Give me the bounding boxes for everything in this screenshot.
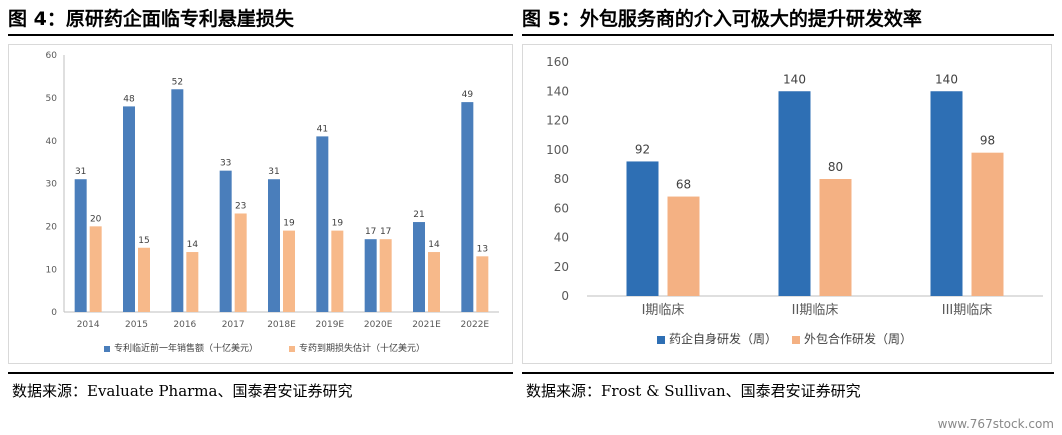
data-label: 14 bbox=[428, 240, 440, 250]
chart-1-frame: 0 10 20 30 40 50 60 31 20 2014 48 15 2015 52 14 2016 33 2… bbox=[8, 44, 513, 364]
bar-1 bbox=[626, 161, 659, 296]
legend-swatch-1 bbox=[104, 346, 110, 352]
bar-1 bbox=[268, 179, 280, 312]
bar-1 bbox=[413, 222, 425, 312]
bar-1 bbox=[461, 102, 474, 312]
bar-2 bbox=[234, 213, 247, 312]
x-tick-label: 2019E bbox=[316, 320, 345, 330]
data-label: 41 bbox=[317, 124, 328, 134]
y-tick-label: 20 bbox=[46, 222, 58, 232]
chart-1: 0 10 20 30 40 50 60 31 20 2014 48 15 2015 52 14 2016 33 2… bbox=[46, 51, 499, 354]
data-label: 52 bbox=[172, 77, 183, 87]
y-tick-label: 30 bbox=[46, 180, 58, 190]
y-tick-label: 50 bbox=[46, 94, 58, 104]
y-tick-label: 100 bbox=[546, 143, 569, 157]
data-label: 80 bbox=[828, 160, 843, 174]
data-label: 14 bbox=[187, 240, 199, 250]
data-label: 15 bbox=[138, 236, 149, 246]
data-label: 140 bbox=[935, 72, 958, 86]
x-tick-label: 2014 bbox=[77, 320, 100, 330]
data-label: 19 bbox=[332, 219, 344, 229]
data-label: 13 bbox=[477, 244, 488, 254]
data-label: 31 bbox=[268, 167, 279, 177]
data-label: 98 bbox=[980, 134, 995, 148]
data-label: 140 bbox=[783, 72, 806, 86]
bar-2 bbox=[476, 256, 489, 312]
y-tick-label: 20 bbox=[554, 260, 569, 274]
bar-1 bbox=[778, 91, 811, 296]
figure-5-title: 图 5：外包服务商的介入可极大的提升研发效率 bbox=[522, 8, 922, 30]
bar-2 bbox=[331, 230, 344, 312]
title-rule bbox=[522, 34, 1054, 36]
x-tick-label: 2016 bbox=[173, 320, 196, 330]
legend-swatch-2 bbox=[792, 336, 800, 344]
x-tick-label: 2020E bbox=[364, 320, 393, 330]
watermark: www.767stock.com bbox=[937, 417, 1054, 431]
bar-2 bbox=[89, 226, 102, 312]
title-rule bbox=[8, 34, 513, 36]
data-label: 48 bbox=[123, 94, 135, 104]
x-tick-label: 2018E bbox=[267, 320, 296, 330]
x-tick-label: II期临床 bbox=[792, 303, 839, 318]
bar-1 bbox=[123, 106, 135, 313]
figure-4-title: 图 4：原研药企面临专利悬崖损失 bbox=[8, 8, 294, 30]
x-tick-label: 2017 bbox=[222, 320, 245, 330]
data-label: 33 bbox=[220, 159, 231, 169]
bar-2 bbox=[667, 196, 700, 296]
figure-4-source: 数据来源：Evaluate Pharma、国泰君安证券研究 bbox=[12, 382, 353, 400]
bar-2 bbox=[138, 247, 150, 312]
bar-1 bbox=[219, 170, 232, 312]
chart-2: 0 20 40 60 80 100 120 140 160 92 68 I期临床 140 80 II期临床 1… bbox=[546, 55, 1043, 346]
data-label: 68 bbox=[676, 178, 691, 192]
bar-1 bbox=[74, 179, 87, 312]
y-tick-label: 0 bbox=[51, 308, 57, 318]
bar-1 bbox=[364, 239, 377, 312]
data-label: 23 bbox=[235, 201, 246, 211]
bar-2 bbox=[283, 230, 295, 312]
figure-5-source: 数据来源：Frost & Sullivan、国泰君安证券研究 bbox=[526, 382, 861, 400]
x-tick-label: 2021E bbox=[412, 320, 441, 330]
bar-1 bbox=[316, 136, 329, 312]
y-tick-label: 120 bbox=[546, 114, 569, 128]
y-tick-label: 80 bbox=[554, 172, 569, 186]
y-tick-label: 40 bbox=[554, 231, 569, 245]
data-label: 20 bbox=[90, 214, 102, 224]
data-label: 17 bbox=[365, 227, 376, 237]
y-tick-label: 60 bbox=[46, 51, 58, 61]
source-rule bbox=[8, 372, 513, 374]
source-rule bbox=[522, 372, 1054, 374]
legend-label-1: 专利临近前一年销售额（十亿美元） bbox=[114, 342, 258, 354]
data-label: 92 bbox=[635, 142, 650, 156]
x-tick-label: III期临床 bbox=[942, 303, 993, 318]
legend-swatch-2 bbox=[289, 346, 295, 352]
x-tick-label: 2015 bbox=[125, 320, 148, 330]
y-tick-label: 40 bbox=[46, 137, 58, 147]
legend-label-2: 专药到期损失估计（十亿美元） bbox=[299, 342, 425, 354]
x-tick-label: 2022E bbox=[461, 320, 490, 330]
bar-2 bbox=[379, 239, 392, 312]
y-tick-label: 140 bbox=[546, 84, 569, 98]
bar-2 bbox=[186, 252, 199, 312]
bar-2 bbox=[428, 252, 440, 312]
data-label: 19 bbox=[283, 219, 295, 229]
data-label: 21 bbox=[413, 210, 424, 220]
bar-1 bbox=[171, 89, 184, 312]
data-label: 49 bbox=[462, 90, 474, 100]
data-label: 17 bbox=[380, 227, 391, 237]
y-tick-label: 10 bbox=[46, 265, 58, 275]
bar-2 bbox=[819, 179, 852, 296]
data-label: 31 bbox=[75, 167, 86, 177]
chart-2-frame: 0 20 40 60 80 100 120 140 160 92 68 I期临床 140 80 II期临床 1… bbox=[522, 44, 1052, 364]
legend-label-2: 外包合作研发（周） bbox=[804, 331, 912, 346]
y-tick-label: 0 bbox=[561, 289, 569, 303]
y-tick-label: 60 bbox=[554, 201, 569, 215]
bar-1 bbox=[930, 91, 963, 296]
legend-label-1: 药企自身研发（周） bbox=[669, 331, 777, 346]
y-tick-label: 160 bbox=[546, 55, 569, 69]
legend-swatch-1 bbox=[657, 336, 665, 344]
bar-2 bbox=[971, 152, 1004, 296]
x-tick-label: I期临床 bbox=[642, 303, 685, 318]
